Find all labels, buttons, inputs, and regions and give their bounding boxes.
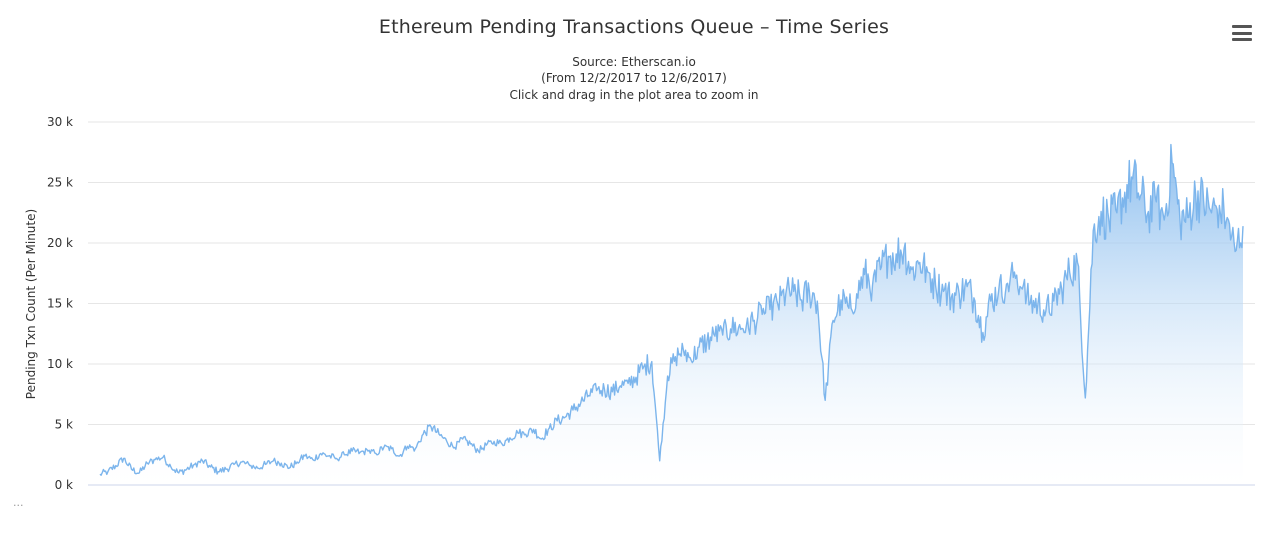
- y-tick-label: 20 k: [47, 236, 73, 250]
- chart-title: Ethereum Pending Transactions Queue – Ti…: [378, 16, 890, 38]
- chart-subtitle-zoom-hint: Click and drag in the plot area to zoom …: [509, 88, 759, 102]
- y-tick-label: 15 k: [47, 297, 73, 311]
- y-axis-ticks: 0 k 5 k 10 k 15 k 20 k 25 k 30 k: [47, 115, 73, 492]
- series-area: [100, 144, 1243, 485]
- y-tick-label: 10 k: [47, 357, 73, 371]
- footer-marker: ...: [13, 496, 24, 509]
- series-line: [99, 143, 1244, 476]
- menu-bar: [1232, 31, 1252, 35]
- y-tick-label: 5 k: [55, 418, 73, 432]
- menu-bar: [1232, 38, 1252, 41]
- chart-subtitle-date-range: (From 12/2/2017 to 12/6/2017): [541, 71, 727, 85]
- y-tick-label: 0 k: [55, 478, 73, 492]
- chart-subtitle-source: Source: Etherscan.io: [572, 55, 696, 69]
- y-tick-label: 30 k: [47, 115, 73, 129]
- y-tick-label: 25 k: [47, 176, 73, 190]
- hamburger-menu-icon[interactable]: [1230, 22, 1254, 44]
- menu-bar: [1232, 25, 1252, 28]
